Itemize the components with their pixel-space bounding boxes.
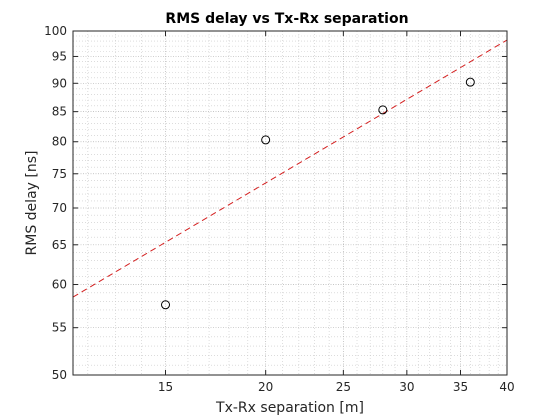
plot-area (73, 31, 507, 375)
x-tick-label: 40 (499, 380, 514, 394)
y-tick-label: 50 (52, 368, 67, 382)
x-tick-labels: 15 20 25 30 35 40 (158, 380, 515, 394)
data-point (465, 77, 475, 87)
y-tick-label: 95 (52, 49, 67, 63)
x-tick-label: 25 (336, 380, 351, 394)
tick-marks (73, 30, 508, 376)
data-points-layer (161, 77, 475, 310)
y-axis-label: RMS delay [ns] (24, 151, 40, 256)
y-tick-label: 80 (52, 135, 67, 149)
minor-grid (73, 31, 507, 375)
y-tick-label: 75 (52, 167, 67, 181)
x-tick-label: 30 (399, 380, 414, 394)
chart-title: RMS delay vs Tx-Rx separation (165, 11, 408, 27)
x-tick-label: 15 (158, 380, 173, 394)
data-point (161, 300, 171, 310)
plot-frame (72, 30, 508, 376)
y-tick-label: 90 (52, 76, 67, 90)
data-point (378, 105, 388, 115)
y-tick-labels: 50 55 60 65 70 75 80 85 90 95 100 (44, 24, 67, 382)
x-tick-label: 35 (453, 380, 468, 394)
data-point (261, 135, 271, 145)
y-tick-label: 55 (52, 321, 67, 335)
y-tick-label: 70 (52, 201, 67, 215)
fit-line (72, 39, 508, 298)
y-tick-label: 85 (52, 105, 67, 119)
y-tick-label: 60 (52, 278, 67, 292)
y-tick-label: 100 (44, 24, 67, 38)
fit-line-layer (72, 39, 508, 298)
y-tick-label: 65 (52, 238, 67, 252)
x-axis-label: Tx-Rx separation [m] (215, 400, 364, 416)
x-tick-label: 20 (258, 380, 273, 394)
